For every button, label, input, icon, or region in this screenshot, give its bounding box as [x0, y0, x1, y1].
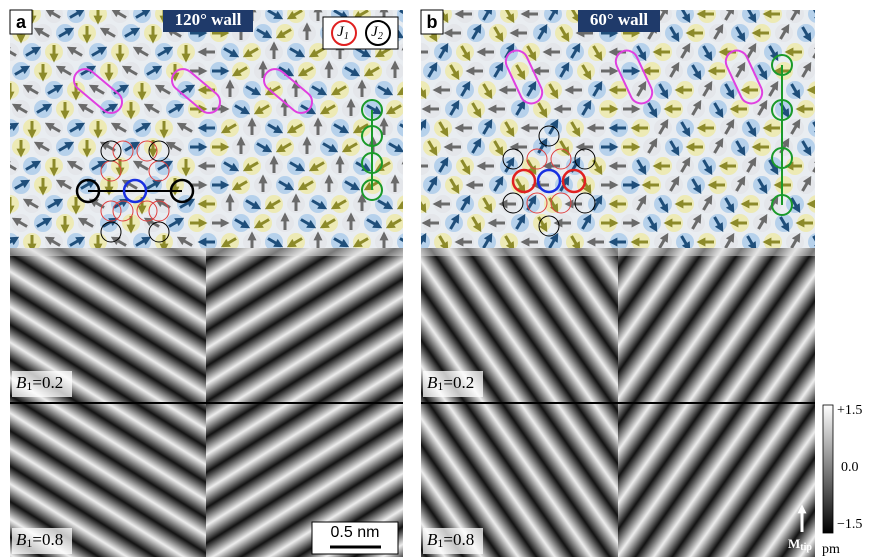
spin-site [830, 157, 848, 175]
spin-site [397, 195, 415, 213]
spin-site [401, 62, 419, 80]
spin-site [397, 81, 415, 99]
spin-site [0, 100, 8, 118]
spin-site [0, 138, 8, 156]
colorbar [823, 405, 833, 533]
spin-arrow [825, 179, 832, 191]
spin-arrow [825, 217, 832, 229]
map-label: B1=0.8 [16, 530, 63, 550]
spin-site [819, 214, 837, 232]
colorbar-tick: 0.0 [841, 460, 859, 475]
colorbar-unit: pm [822, 542, 840, 557]
spin-site [841, 100, 859, 118]
panel-label: a [16, 12, 27, 32]
spin-site [830, 195, 848, 213]
spin-site [808, 119, 826, 137]
spin-site [397, 43, 415, 61]
spin-arrow [0, 30, 5, 37]
spin-arrow [0, 144, 5, 151]
spin-arrow [0, 182, 5, 189]
spin-site [0, 176, 8, 194]
spin-site [819, 100, 837, 118]
spin-arrow [847, 103, 854, 115]
spin-arrow [847, 255, 854, 267]
map-a [10, 240, 403, 557]
colorbar-tick: +1.5 [837, 403, 862, 418]
spin-arrow [407, 27, 414, 39]
spin-site [0, 62, 8, 80]
spin-site [819, 62, 837, 80]
spin-site [401, 100, 419, 118]
spin-site [830, 43, 848, 61]
panel-label: b [427, 12, 438, 32]
colorbar-tick: −1.5 [837, 517, 862, 532]
map-label: B1=0.2 [427, 373, 474, 393]
spin-site [401, 24, 419, 42]
spin-site [830, 81, 848, 99]
spin-arrow [836, 198, 843, 210]
scalebar-label: 0.5 nm [331, 524, 380, 541]
spin-site [401, 252, 419, 270]
spin-lattice [390, 5, 859, 270]
spin-site [830, 5, 848, 23]
spin-site [830, 119, 848, 137]
spin-arrow [407, 217, 414, 229]
spin-site [808, 43, 826, 61]
spin-site [841, 62, 859, 80]
spin-arrow [825, 65, 832, 77]
spin-site [397, 5, 415, 23]
spin-site [401, 138, 419, 156]
spin-site [397, 157, 415, 175]
spin-site [0, 252, 8, 270]
spin-site [841, 24, 859, 42]
spin-site [397, 119, 415, 137]
spin-site [819, 176, 837, 194]
legend-box [323, 17, 398, 49]
spin-site [841, 138, 859, 156]
spin-arrow [825, 103, 832, 115]
spin-site [819, 138, 837, 156]
spin-arrow [836, 46, 843, 58]
spin-arrow [836, 160, 843, 172]
spin-site [401, 176, 419, 194]
spin-arrow [847, 141, 854, 153]
map-b [421, 240, 815, 557]
spin-arrow [847, 27, 854, 39]
spin-site [819, 24, 837, 42]
spin-site [401, 214, 419, 232]
spin-arrow [847, 217, 854, 229]
spin-site [819, 252, 837, 270]
spin-site [841, 252, 859, 270]
spin-site [0, 24, 8, 42]
spin-arrow [407, 103, 414, 115]
wall-label: 120° wall [175, 10, 242, 29]
spin-arrow [0, 258, 5, 265]
spin-arrow [836, 84, 843, 96]
wall-label: 60° wall [590, 10, 649, 29]
spin-site [808, 157, 826, 175]
spin-site [841, 214, 859, 232]
spin-arrow [407, 255, 414, 267]
map-label: B1=0.2 [16, 373, 63, 393]
spin-site [0, 214, 8, 232]
spin-site [841, 176, 859, 194]
figure: a 120° wall J1 J2 B1=0.2 B1=0.8 0.5 nm b… [0, 0, 875, 559]
spin-site [808, 5, 826, 23]
spin-arrow [0, 68, 5, 75]
spin-site [830, 233, 848, 251]
spin-arrow [407, 141, 414, 153]
map-label: B1=0.8 [427, 530, 474, 550]
